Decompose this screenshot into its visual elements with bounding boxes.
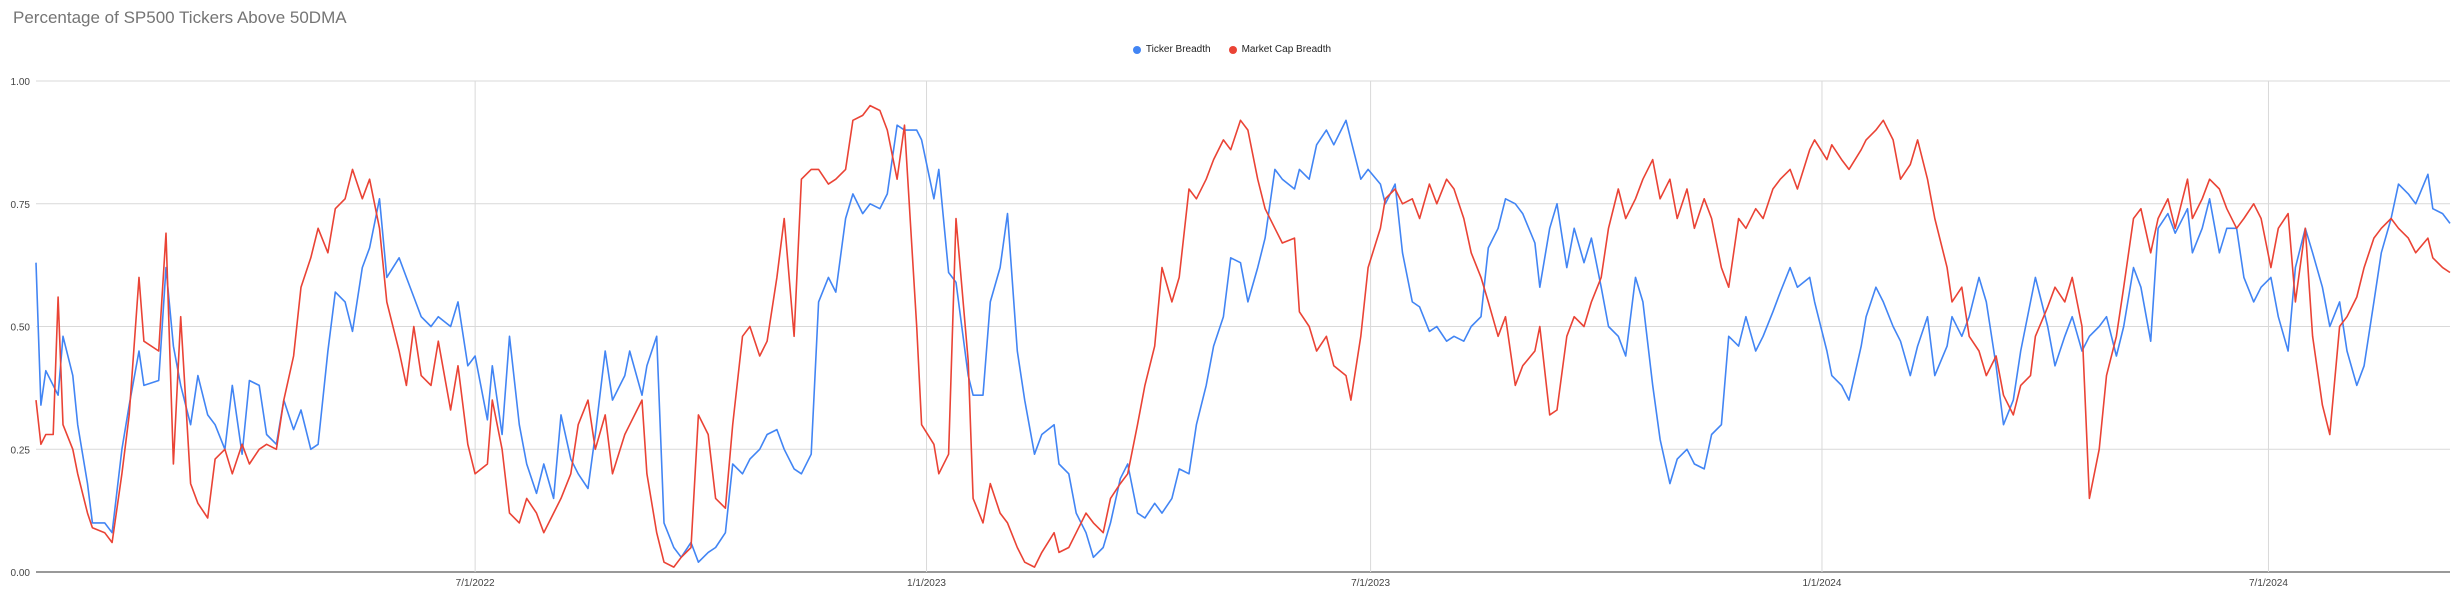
y-tick-label: 1.00 bbox=[11, 77, 31, 88]
y-axis-tick-labels: 0.00 0.25 0.50 0.75 1.00 bbox=[11, 77, 31, 579]
x-axis-tick-labels: 7/1/2022 1/1/2023 7/1/2023 1/1/2024 7/1/2024 bbox=[456, 578, 2289, 589]
series-layer bbox=[35, 104, 2451, 568]
series-line-market-cap-breadth bbox=[35, 104, 2451, 568]
legend-swatch-market-cap-breadth bbox=[1228, 45, 1237, 54]
x-tick-label: 7/1/2024 bbox=[2249, 578, 2288, 589]
legend-label-ticker-breadth: Ticker Breadth bbox=[1145, 44, 1211, 55]
x-tick-label: 1/1/2023 bbox=[907, 578, 946, 589]
y-tick-label: 0.50 bbox=[11, 323, 31, 334]
x-tick-label: 7/1/2022 bbox=[456, 578, 495, 589]
legend-item-ticker-breadth[interactable]: Ticker Breadth bbox=[1132, 44, 1211, 55]
legend-swatch-ticker-breadth bbox=[1132, 45, 1141, 54]
gridlines bbox=[36, 80, 2450, 573]
chart-title: Percentage of SP500 Tickers Above 50DMA bbox=[13, 8, 347, 27]
x-tick-label: 7/1/2023 bbox=[1351, 578, 1390, 589]
y-tick-label: 0.00 bbox=[11, 568, 31, 579]
x-tick-label: 1/1/2024 bbox=[1802, 578, 1841, 589]
y-tick-label: 0.75 bbox=[11, 200, 31, 211]
series-line-ticker-breadth bbox=[35, 119, 2451, 563]
y-tick-label: 0.25 bbox=[11, 445, 31, 456]
legend: Ticker Breadth Market Cap Breadth bbox=[0, 44, 2464, 55]
legend-label-market-cap-breadth: Market Cap Breadth bbox=[1241, 44, 1332, 55]
legend-item-market-cap-breadth[interactable]: Market Cap Breadth bbox=[1228, 44, 1332, 55]
